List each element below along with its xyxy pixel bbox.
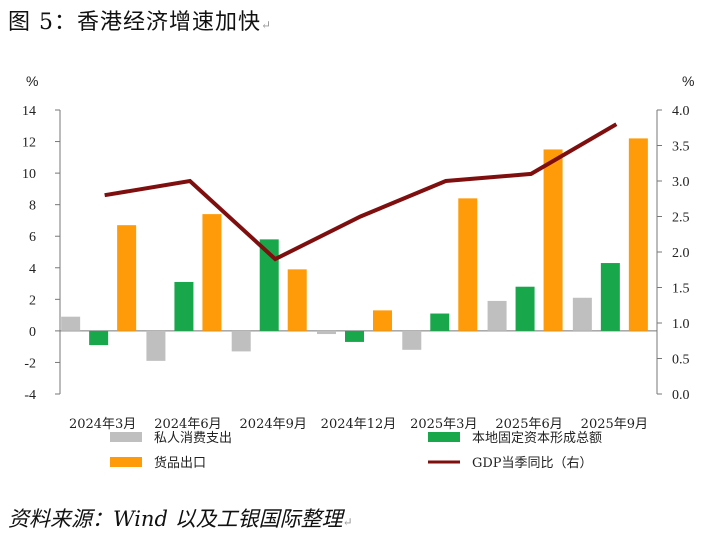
left-tick-label: 10 bbox=[22, 167, 36, 182]
left-tick-label: 14 bbox=[22, 104, 36, 119]
gdp-line bbox=[104, 122, 618, 262]
chart: -4 -2 0 2 4 6 8 10 12 14 0.0 0.5 1.0 1.5 2.0 2.5 3.0 3.5 4… bbox=[22, 73, 694, 471]
category-label: 2024年6月 bbox=[154, 417, 221, 432]
bar-exports bbox=[202, 214, 222, 331]
left-tick-label: -4 bbox=[24, 388, 36, 403]
right-tick-label: 1.5 bbox=[672, 282, 690, 297]
category-label: 2025年3月 bbox=[410, 417, 477, 432]
return-mark: ↵ bbox=[261, 18, 273, 32]
right-axis-unit: % bbox=[682, 73, 694, 89]
source-text: 资料来源：Wind 以及工银国际整理 bbox=[8, 507, 343, 531]
legend-consumption-swatch bbox=[110, 432, 142, 442]
legend-exports-label: 货品出口 bbox=[154, 455, 206, 471]
bar-capital bbox=[515, 286, 535, 331]
category-label: 2024年9月 bbox=[240, 417, 307, 432]
chart-bars bbox=[61, 138, 648, 361]
bar-capital bbox=[174, 281, 194, 331]
bar-consumption bbox=[146, 330, 166, 361]
figure-title-text: 图 5：香港经济增速加快 bbox=[8, 10, 261, 35]
bar-consumption bbox=[317, 330, 336, 335]
left-tick-label: 8 bbox=[29, 199, 36, 214]
left-tick-label: 4 bbox=[29, 262, 36, 277]
legend-capital-swatch bbox=[428, 432, 460, 442]
bar-capital bbox=[345, 330, 364, 342]
left-tick-label: 2 bbox=[29, 293, 36, 308]
right-tick-label: 2.5 bbox=[672, 211, 690, 226]
bar-consumption bbox=[402, 330, 422, 350]
bar-exports bbox=[628, 138, 648, 331]
bar-exports bbox=[373, 310, 392, 331]
bar-consumption bbox=[572, 297, 592, 331]
right-tick-label: 1.0 bbox=[672, 317, 690, 332]
right-tick-label: 0.0 bbox=[672, 388, 690, 403]
bar-capital bbox=[430, 313, 450, 331]
right-tick-label: 0.5 bbox=[672, 353, 690, 368]
category-label: 2024年12月 bbox=[321, 417, 397, 432]
bar-capital bbox=[259, 239, 279, 331]
bar-consumption bbox=[61, 316, 81, 331]
chart-line bbox=[104, 122, 618, 262]
bar-capital bbox=[600, 263, 620, 331]
right-tick-label: 3.5 bbox=[672, 140, 690, 155]
legend-capital-label: 本地固定资本形成总额 bbox=[472, 431, 602, 446]
source-note: 资料来源：Wind 以及工银国际整理↵ bbox=[8, 503, 353, 533]
left-tick-label: 12 bbox=[22, 136, 36, 151]
return-mark: ↵ bbox=[342, 515, 353, 529]
right-tick-label: 4.0 bbox=[672, 104, 690, 119]
figure-title: 图 5：香港经济增速加快↵ bbox=[8, 4, 272, 36]
left-tick-label: 0 bbox=[29, 325, 36, 340]
right-tick-label: 2.0 bbox=[672, 246, 690, 261]
category-label: 2025年6月 bbox=[495, 417, 562, 432]
bar-exports bbox=[287, 269, 307, 331]
left-axis-unit: % bbox=[26, 73, 38, 89]
left-tick-label: -2 bbox=[24, 356, 36, 371]
legend-consumption-label: 私人消费支出 bbox=[154, 431, 232, 446]
right-tick-label: 3.0 bbox=[672, 175, 690, 190]
left-tick-label: 6 bbox=[29, 230, 36, 245]
category-label: 2024年3月 bbox=[69, 417, 136, 432]
bar-exports bbox=[458, 198, 478, 331]
bar-exports bbox=[543, 149, 563, 331]
bar-capital bbox=[89, 330, 109, 346]
legend-gdp-label: GDP当季同比（右） bbox=[472, 456, 593, 471]
bar-consumption bbox=[231, 330, 251, 352]
category-label: 2025年9月 bbox=[581, 417, 648, 432]
bar-consumption bbox=[487, 300, 507, 331]
bar-exports bbox=[117, 225, 137, 331]
legend-exports-swatch bbox=[110, 457, 142, 467]
